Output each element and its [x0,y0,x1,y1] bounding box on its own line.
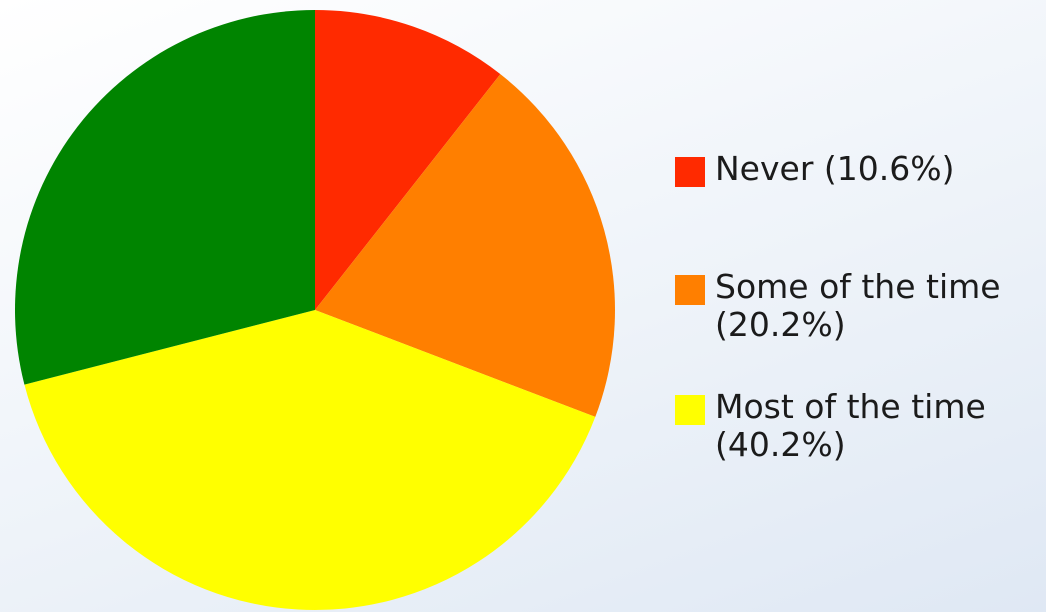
pie-slice-never [315,10,501,310]
legend-swatch-never [675,157,705,187]
pie-slice-most-of-the-time [24,310,596,611]
legend-swatch-some-of-the-time [675,275,705,305]
legend-item-most-of-the-time: Most of the time (40.2%) [675,388,1046,464]
legend-item-never: Never (10.6%) [675,150,954,188]
legend-label-some-of-the-time: Some of the time (20.2%) [715,267,1001,344]
pie-slice-unlabeled [14,10,315,385]
legend-label-most-of-the-time: Most of the time (40.2%) [715,387,986,464]
legend-label-never: Never (10.6%) [715,149,955,188]
legend-item-some-of-the-time: Some of the time (20.2%) [675,268,1015,344]
legend-swatch-most-of-the-time [675,395,705,425]
pie-slice-some-of-the-time [315,74,616,417]
